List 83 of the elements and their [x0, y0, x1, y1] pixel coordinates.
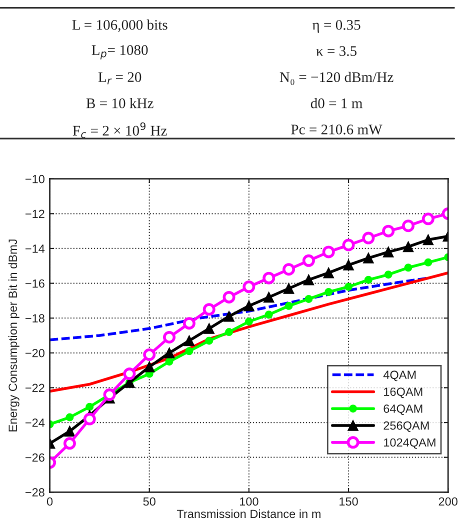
point [63, 437, 76, 450]
legend-label: 16QAM [384, 388, 422, 398]
point [182, 317, 196, 330]
legend-label: 256QAM [384, 421, 429, 432]
point [164, 348, 175, 358]
y-tick-label: −16 [25, 279, 44, 288]
point [362, 232, 375, 244]
point [263, 292, 274, 303]
point [123, 368, 136, 380]
text: L$_{r}$ = 20 [98, 72, 142, 84]
y-tick-label: −10 [25, 174, 44, 184]
point [344, 282, 353, 291]
y-tick-label: −22 [25, 384, 44, 392]
y-tick-label: −28 [25, 488, 44, 497]
point [302, 254, 315, 267]
x-tick-label: 150 [340, 497, 358, 506]
legend-label: 1024QAM [384, 438, 436, 449]
point [382, 224, 395, 238]
point [225, 328, 234, 336]
x-tick-label: 50 [143, 497, 156, 506]
point [83, 412, 96, 426]
y-tick-label: −24 [25, 418, 45, 427]
x-tick-label: 200 [438, 497, 458, 506]
point [404, 264, 412, 272]
text: L = 106,000 bits [72, 20, 168, 32]
point [283, 283, 294, 294]
text: L$_{p}$= 1080 [92, 45, 148, 60]
point [66, 413, 74, 422]
y-tick-label: −20 [25, 348, 44, 358]
point [424, 258, 432, 266]
point [202, 303, 216, 316]
point [422, 234, 434, 246]
point [244, 300, 254, 312]
x-tick-label: 100 [240, 497, 258, 506]
point [244, 318, 253, 326]
point [86, 402, 94, 411]
point [384, 270, 392, 279]
point [64, 426, 76, 437]
legend-label: 64QAM [384, 404, 422, 415]
point [224, 310, 234, 322]
point [304, 294, 313, 303]
point [144, 361, 155, 372]
point [222, 290, 236, 304]
point [205, 336, 214, 345]
y-tick-label: −14 [25, 244, 45, 253]
point [322, 246, 335, 258]
point [282, 263, 296, 276]
point [264, 310, 273, 319]
x-axis-title: Transmission Distance in m [176, 509, 320, 518]
point [185, 347, 194, 356]
point [103, 388, 116, 401]
point [364, 276, 372, 284]
point [143, 348, 156, 361]
point [342, 238, 355, 252]
point [323, 267, 334, 278]
point [402, 220, 415, 232]
point [382, 246, 394, 258]
y-axis-title: Energy Consumption per Bit in dBmJ [8, 240, 20, 432]
text: η = 0.35 [312, 20, 360, 33]
point [303, 274, 314, 286]
point [204, 323, 214, 334]
point [324, 288, 333, 296]
point [165, 358, 174, 366]
point [262, 272, 276, 284]
y-tick-label: −18 [25, 314, 44, 322]
point [284, 302, 293, 310]
y-tick-label: −12 [25, 210, 44, 218]
point [402, 241, 414, 252]
point [363, 252, 374, 264]
point [163, 330, 176, 344]
point [343, 260, 354, 270]
y-tick-label: −26 [25, 453, 44, 462]
text: κ = 3.5 [316, 46, 357, 56]
text: N₀ = −120 dBm/Hz [280, 72, 394, 85]
text: B = 10 kHz [86, 98, 154, 108]
legend-label: 4QAM [383, 370, 416, 382]
point [422, 212, 434, 226]
point [184, 335, 195, 346]
text: F$_{c}$ = 2 × 10$^{9}$ Hz [72, 122, 167, 138]
x-tick-label: 0 [46, 497, 53, 506]
text: d0 = 1 m [310, 98, 362, 108]
text: Pc = 210.6 mW [291, 124, 382, 134]
point [242, 280, 256, 294]
